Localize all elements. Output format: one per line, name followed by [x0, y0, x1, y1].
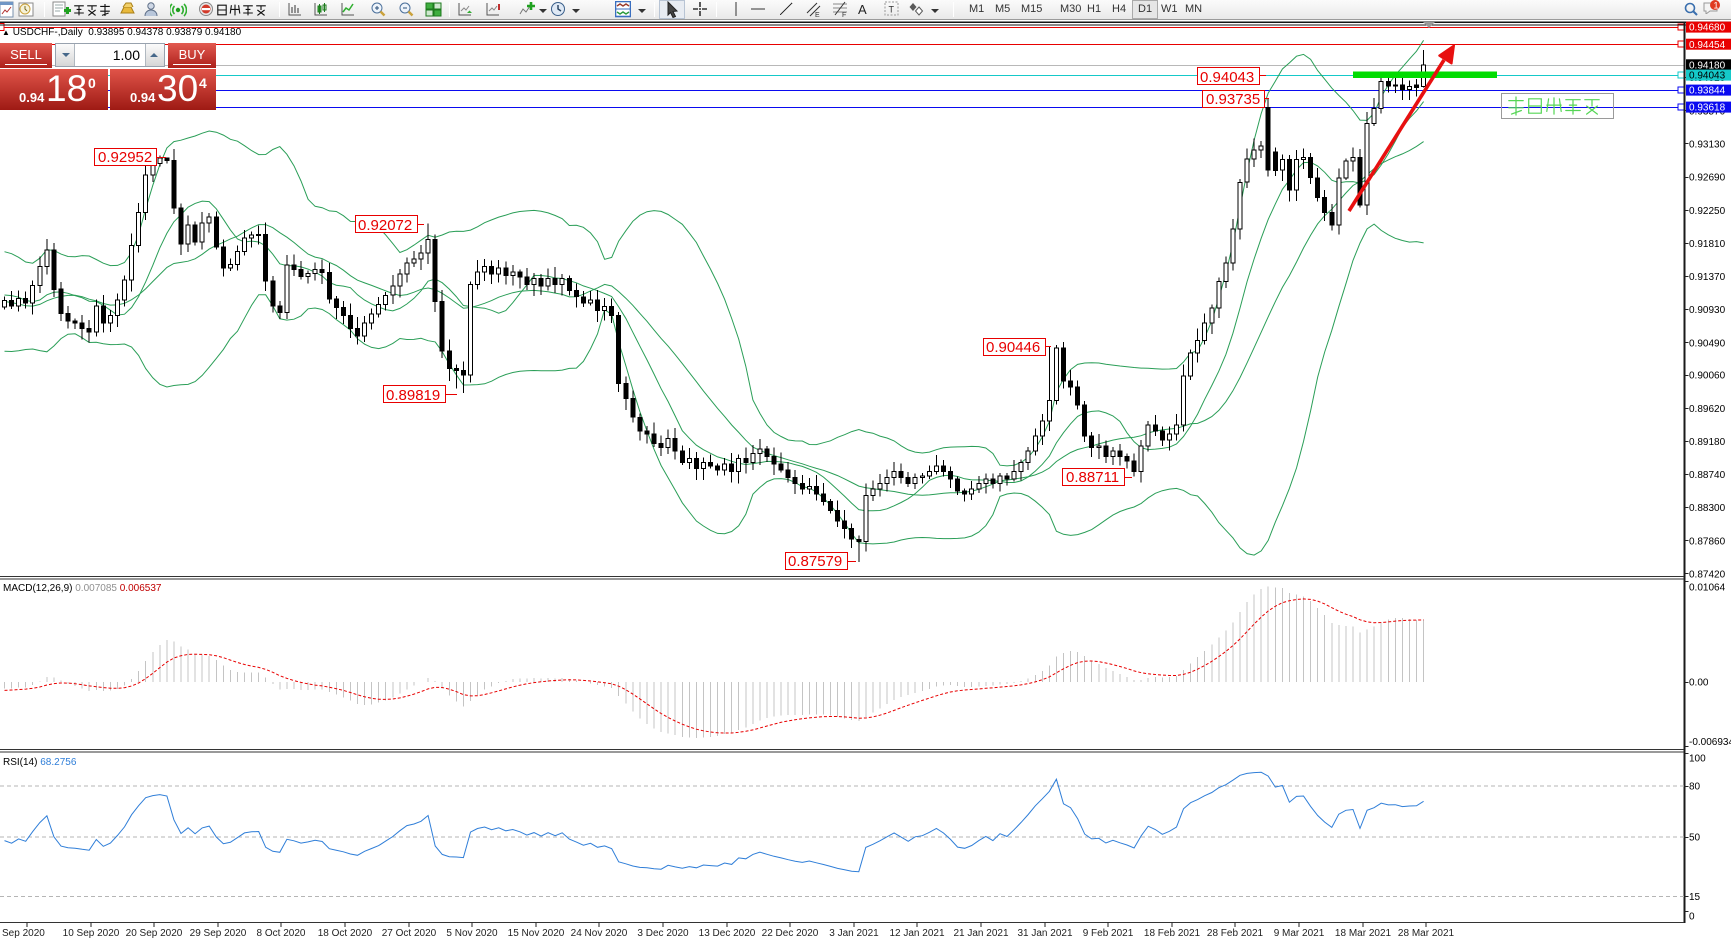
svg-text:50: 50 — [1689, 833, 1701, 844]
svg-text:80: 80 — [1689, 782, 1701, 793]
svg-text:-0.006934: -0.006934 — [1689, 737, 1731, 748]
svg-text:22 Dec 2020: 22 Dec 2020 — [762, 928, 819, 939]
svg-text:31 Jan 2021: 31 Jan 2021 — [1017, 928, 1072, 939]
svg-text:0.94043: 0.94043 — [1689, 71, 1726, 82]
svg-text:28 Feb 2021: 28 Feb 2021 — [1207, 928, 1264, 939]
svg-text:0.88711: 0.88711 — [1066, 469, 1119, 486]
svg-text:T: T — [889, 5, 895, 15]
svg-text:15 Nov 2020: 15 Nov 2020 — [508, 928, 565, 939]
svg-text:0.92690: 0.92690 — [1689, 173, 1726, 184]
svg-text:0.89180: 0.89180 — [1689, 437, 1726, 448]
svg-text:Sep 2020: Sep 2020 — [2, 928, 45, 939]
svg-text:3 Jan 2021: 3 Jan 2021 — [829, 928, 879, 939]
svg-text:MACD(12,26,9) 0.007085 0.00653: MACD(12,26,9) 0.007085 0.006537 — [3, 583, 162, 594]
svg-text:28 Mar 2021: 28 Mar 2021 — [1398, 928, 1455, 939]
svg-text:27 Oct 2020: 27 Oct 2020 — [382, 928, 437, 939]
svg-text:0.94043: 0.94043 — [1200, 69, 1254, 86]
svg-text:0.93735: 0.93735 — [1206, 91, 1260, 108]
svg-text:F: F — [842, 12, 846, 19]
svg-text:29 Sep 2020: 29 Sep 2020 — [190, 928, 247, 939]
svg-text:0.90446: 0.90446 — [986, 339, 1040, 356]
svg-text:RSI(14) 68.2756: RSI(14) 68.2756 — [3, 757, 77, 768]
svg-text:0.88300: 0.88300 — [1689, 503, 1726, 514]
svg-text:0.90060: 0.90060 — [1689, 371, 1726, 382]
svg-text:0.93130: 0.93130 — [1689, 140, 1726, 151]
svg-text:0.91810: 0.91810 — [1689, 239, 1726, 250]
svg-text:0.92952: 0.92952 — [98, 149, 152, 166]
svg-text:0.90490: 0.90490 — [1689, 338, 1726, 349]
svg-text:8 Oct 2020: 8 Oct 2020 — [257, 928, 306, 939]
svg-text:5 Nov 2020: 5 Nov 2020 — [446, 928, 498, 939]
svg-text:0.94680: 0.94680 — [1689, 23, 1726, 34]
svg-text:0: 0 — [1689, 912, 1695, 923]
svg-text:18 Feb 2021: 18 Feb 2021 — [1144, 928, 1201, 939]
svg-text:9 Feb 2021: 9 Feb 2021 — [1083, 928, 1134, 939]
svg-text:18 Mar 2021: 18 Mar 2021 — [1335, 928, 1392, 939]
svg-text:10 Sep 2020: 10 Sep 2020 — [63, 928, 120, 939]
svg-text:0.92250: 0.92250 — [1689, 206, 1726, 217]
svg-text:0.94454: 0.94454 — [1689, 40, 1726, 51]
svg-text:0.90930: 0.90930 — [1689, 305, 1726, 316]
svg-text:1: 1 — [1714, 0, 1719, 10]
svg-text:18 Oct 2020: 18 Oct 2020 — [318, 928, 373, 939]
svg-text:0.91370: 0.91370 — [1689, 272, 1726, 283]
svg-text:0.01064: 0.01064 — [1689, 583, 1726, 594]
svg-text:0.87579: 0.87579 — [788, 553, 842, 570]
svg-text:13 Dec 2020: 13 Dec 2020 — [699, 928, 756, 939]
svg-text:0.93844: 0.93844 — [1689, 86, 1726, 97]
svg-text:E: E — [815, 12, 820, 19]
svg-text:0.93618: 0.93618 — [1689, 103, 1726, 114]
svg-text:21 Jan 2021: 21 Jan 2021 — [953, 928, 1008, 939]
svg-text:0.89819: 0.89819 — [386, 387, 440, 404]
svg-text:12 Jan 2021: 12 Jan 2021 — [889, 928, 944, 939]
svg-text:0.89620: 0.89620 — [1689, 404, 1726, 415]
svg-text:0.87860: 0.87860 — [1689, 536, 1726, 547]
svg-text:3 Dec 2020: 3 Dec 2020 — [637, 928, 689, 939]
svg-text:9 Mar 2021: 9 Mar 2021 — [1274, 928, 1325, 939]
svg-text:24 Nov 2020: 24 Nov 2020 — [571, 928, 628, 939]
svg-text:0.00: 0.00 — [1689, 678, 1709, 689]
svg-text:0.94180: 0.94180 — [1689, 60, 1726, 71]
svg-text:0.87420: 0.87420 — [1689, 570, 1726, 581]
svg-text:0.92072: 0.92072 — [358, 217, 412, 234]
svg-text:100: 100 — [1689, 754, 1706, 765]
svg-text:20 Sep 2020: 20 Sep 2020 — [126, 928, 183, 939]
svg-text:15: 15 — [1689, 892, 1701, 903]
svg-text:0.88740: 0.88740 — [1689, 470, 1726, 481]
